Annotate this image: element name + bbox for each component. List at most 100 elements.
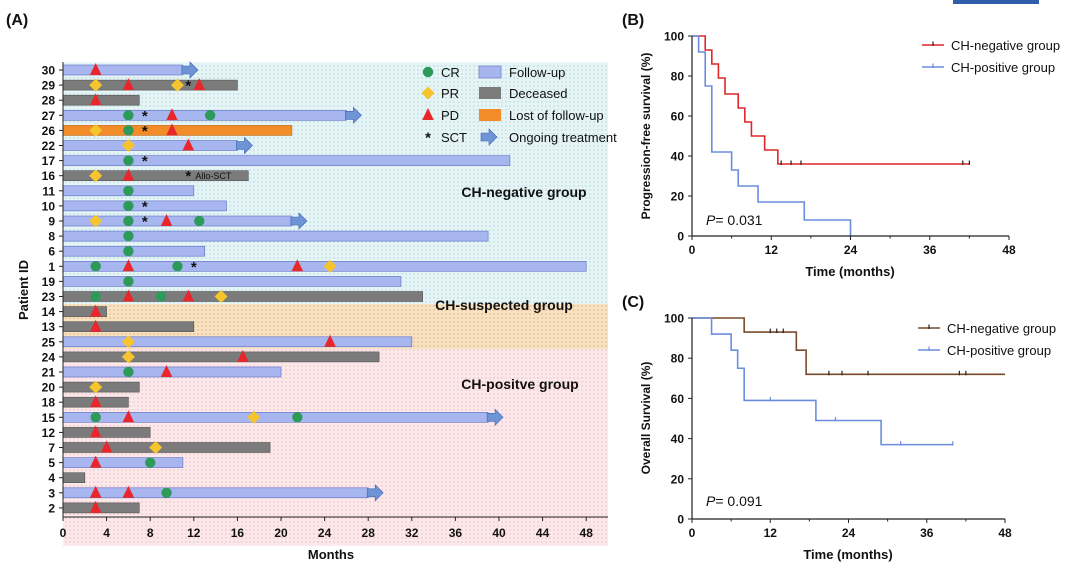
y-tick-label: 0 <box>677 513 684 527</box>
sct-marker: * <box>142 123 148 140</box>
patient-id-label: 19 <box>42 275 56 289</box>
patient-bar <box>62 487 369 499</box>
patient-bar <box>62 502 140 514</box>
pr-marker <box>89 169 103 183</box>
cr-marker <box>123 185 134 196</box>
x-tick-label: 12 <box>187 526 201 540</box>
cr-marker <box>172 261 183 272</box>
pd-marker <box>89 455 102 468</box>
patient-bar <box>62 321 195 333</box>
legend-label-follow-up: Follow-up <box>509 65 565 80</box>
pr-marker <box>149 441 163 454</box>
y-tick-label: 20 <box>671 472 685 486</box>
sct-marker: * <box>425 130 431 147</box>
legend-label-lost: Lost of follow-up <box>509 108 604 123</box>
x-tick-label: 24 <box>842 526 856 540</box>
patient-id-label: 26 <box>42 124 56 138</box>
pd-marker <box>122 485 135 498</box>
x-tick-label: 0 <box>689 526 696 540</box>
pd-marker <box>422 108 434 120</box>
x-tick-label: 48 <box>580 526 594 540</box>
allo-sct-note: Allo-SCT <box>195 171 232 181</box>
group-label-positive: CH-positve group <box>461 376 578 392</box>
patient-id-label: 1 <box>48 260 55 274</box>
pr-marker <box>89 123 103 137</box>
cr-marker <box>123 230 134 242</box>
patient-bar <box>62 351 380 363</box>
patient-id-label: 12 <box>42 426 56 440</box>
x-tick-label: 36 <box>449 526 463 540</box>
sct-marker: * <box>185 168 191 185</box>
pd-marker <box>89 485 102 498</box>
patient-bar <box>62 79 238 91</box>
sct-marker: * <box>185 78 191 95</box>
patient-id-label: 11 <box>42 184 55 198</box>
x-tick-label: 28 <box>362 526 376 540</box>
sct-marker: * <box>142 108 148 125</box>
patient-id-label: 7 <box>48 441 55 455</box>
patient-id-label: 20 <box>42 381 56 395</box>
cr-marker <box>123 366 134 378</box>
sct-marker: * <box>142 198 148 215</box>
panel-c-label: (C) <box>622 294 644 311</box>
x-tick-label: 16 <box>231 526 245 540</box>
pd-marker <box>89 304 102 317</box>
ongoing-arrow <box>366 484 384 502</box>
ongoing-arrow <box>345 106 362 125</box>
y-axis-title: Progression-free survival (%) <box>639 53 653 220</box>
pd-marker <box>291 259 304 272</box>
legend-label-deceased: Deceased <box>509 86 568 101</box>
cr-marker <box>123 155 134 166</box>
pfs-legend: CH-negative group CH-positive group <box>922 38 1060 75</box>
legend-label-pd: PD <box>441 108 459 123</box>
cr-marker <box>194 215 205 227</box>
cr-marker <box>292 412 303 423</box>
x-tick-label: 44 <box>536 526 550 540</box>
cr-marker <box>204 110 216 121</box>
ongoing-arrow <box>290 212 308 230</box>
ongoing-arrow <box>236 136 253 155</box>
y-tick-label: 60 <box>671 110 685 124</box>
corner-accent-bar <box>953 0 1039 4</box>
patient-id-label: 29 <box>42 79 56 93</box>
p-value-label: P= 0.091 <box>706 493 763 509</box>
pd-marker <box>89 63 102 75</box>
patient-id-label: 18 <box>42 396 56 410</box>
pd-marker <box>122 289 135 302</box>
patient-id-label: 23 <box>42 290 56 304</box>
patient-id-label: 16 <box>42 169 56 183</box>
pd-marker <box>122 410 135 423</box>
pr-marker <box>89 380 103 394</box>
km-curve-ch-positive <box>692 317 953 446</box>
patient-id-label: 17 <box>42 154 56 168</box>
cr-marker <box>161 487 172 498</box>
patient-id-label: 30 <box>42 64 56 78</box>
patient-bar <box>62 276 402 287</box>
legend-swatch-lost <box>479 109 501 121</box>
legend-label: CH-positive group <box>947 343 1051 358</box>
patient-id-label: 22 <box>42 139 56 153</box>
pd-marker <box>100 440 113 453</box>
x-tick-label: 12 <box>764 526 778 540</box>
legend-label-ongoing: Ongoing treatment <box>509 130 617 145</box>
x-tick-label: 36 <box>920 526 934 540</box>
sct-marker: * <box>142 214 148 231</box>
ongoing-arrow <box>486 408 504 427</box>
patient-id-label: 27 <box>42 109 56 123</box>
panel-a-label: (A) <box>6 12 28 29</box>
pd-marker <box>160 214 173 226</box>
x-tick-label: 36 <box>923 243 937 257</box>
ongoing-arrow <box>181 61 199 79</box>
cr-marker <box>123 200 134 212</box>
cr-marker <box>123 125 134 136</box>
x-tick-label: 48 <box>998 526 1012 540</box>
ongoing-arrow <box>480 128 498 146</box>
patient-id-label: 21 <box>42 366 56 380</box>
x-axis-title: Time (months) <box>803 547 892 562</box>
pd-marker <box>182 289 195 302</box>
pd-marker <box>89 319 102 332</box>
cr-marker <box>90 261 101 272</box>
y-tick-label: 40 <box>671 432 685 446</box>
x-tick-label: 20 <box>274 526 288 540</box>
patient-bar <box>62 94 140 106</box>
